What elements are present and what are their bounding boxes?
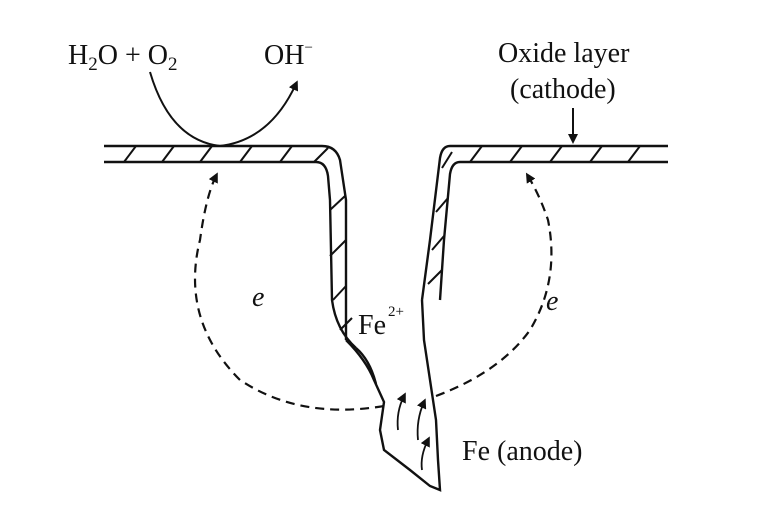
oxide-hatching-left: [123, 145, 353, 331]
oxide-layer-right: [420, 144, 668, 301]
reaction-reactants-label: H2O + O2: [68, 40, 177, 75]
oxide-layer-left: [104, 144, 357, 349]
pit-outline: [345, 299, 442, 492]
oxide-layer-label-line1: Oxide layer: [498, 38, 630, 69]
electron-label-left: e: [252, 282, 264, 313]
reaction-product-label: OH−: [264, 40, 313, 71]
oxide-layer-label-line2: (cathode): [510, 74, 616, 105]
reaction-arrow: [149, 71, 299, 148]
ion-migration-arrows: [396, 392, 430, 471]
anode-label: Fe (anode): [462, 436, 583, 467]
oxide-hatching-right: [427, 145, 641, 285]
electron-path-right: [435, 172, 553, 398]
electron-path-left: [193, 172, 385, 411]
electron-label-right: e: [546, 286, 558, 317]
ion-label: Fe 2+: [358, 304, 404, 341]
